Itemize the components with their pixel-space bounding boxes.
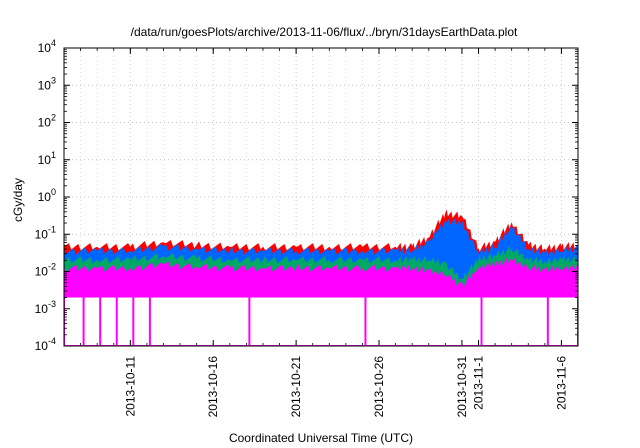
floor-mask [65,297,577,345]
y-tick-label: 102 [38,113,56,130]
y-tick-label: 104 [38,38,56,55]
x-tick-label: 2013-10-31 [455,356,469,418]
x-tick-label: 2013-10-21 [289,356,303,418]
magenta-dips [82,297,549,346]
x-tick-label: 2013-10-26 [372,356,386,418]
x-axis-ticks: 2013-10-11 2013-10-16 2013-10-21 2013-10-26… [63,48,579,418]
y-axis-label: cGy/day [11,178,25,222]
x-tick-label: 2013-10-11 [123,356,137,417]
y-tick-label: 103 [38,75,56,92]
chart-title: /data/run/goesPlots/archive/2013-11-06/f… [131,25,518,39]
x-axis-label: Coordinated Universal Time (UTC) [229,431,413,445]
y-tick-label: 10-4 [35,336,56,353]
x-tick-label: 2013-11-1 [472,356,486,410]
y-axis-ticks: 10-4 10-3 10-2 10-1 100 101 102 103 104 [35,38,578,353]
y-tick-label: 10-2 [35,262,56,279]
y-tick-label: 100 [38,187,56,204]
y-tick-label: 10-1 [35,224,56,241]
y-tick-label: 10-3 [35,299,56,316]
data-bands [63,209,579,347]
x-tick-label: 2013-10-16 [206,356,220,418]
y-tick-label: 101 [38,150,56,167]
x-tick-label: 2013-11-6 [554,356,568,410]
